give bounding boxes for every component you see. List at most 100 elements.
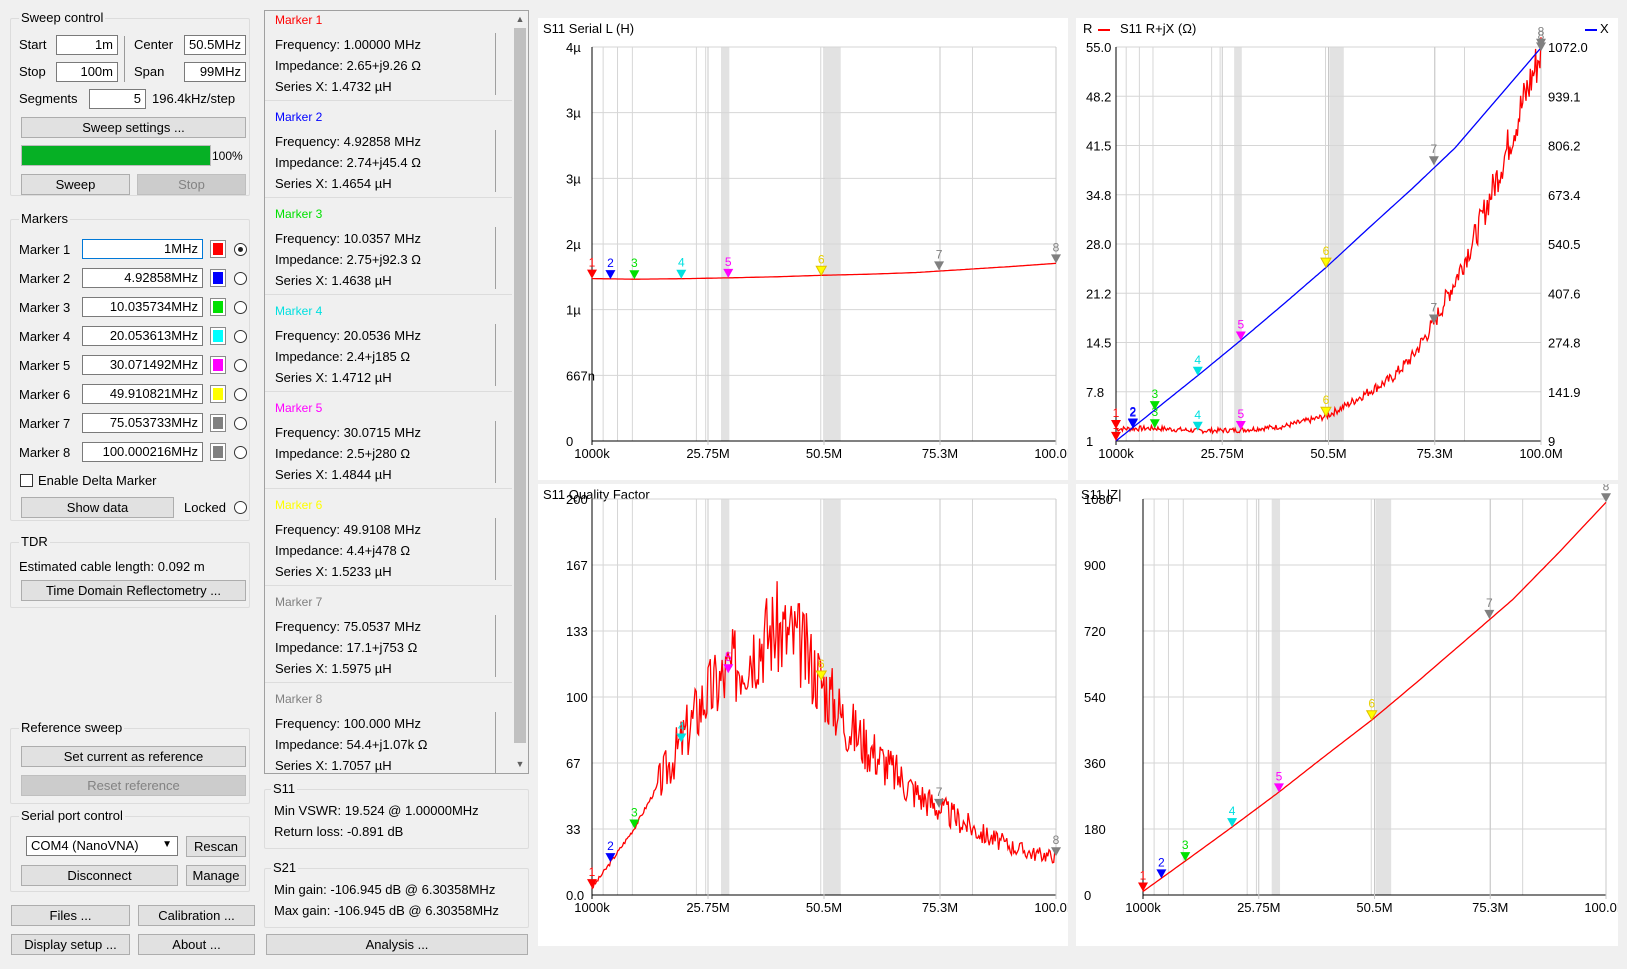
rjx-legend-x: X bbox=[1600, 21, 1609, 36]
marker-triangle bbox=[1320, 406, 1332, 418]
show-data-button[interactable]: Show data bbox=[21, 497, 174, 518]
sweep-button[interactable]: Sweep bbox=[21, 174, 130, 195]
port-select-value: COM4 (NanoVNA) bbox=[31, 838, 139, 853]
y-tick-label: 360 bbox=[1084, 756, 1106, 771]
segments-input[interactable]: 5 bbox=[89, 89, 146, 109]
y-tick-label: 33 bbox=[566, 822, 580, 837]
y-right-tick-label: 540.5 bbox=[1548, 237, 1581, 252]
center-input[interactable]: 50.5MHz bbox=[184, 35, 246, 55]
scrollbar-thumb[interactable] bbox=[514, 28, 526, 743]
marker-frequency-input[interactable]: 30.071492MHz bbox=[82, 355, 203, 375]
manage-button[interactable]: Manage bbox=[186, 865, 246, 886]
marker-color-swatch[interactable] bbox=[210, 414, 226, 432]
progress-text: 100% bbox=[212, 149, 243, 163]
impedance-magnitude-chart[interactable]: S11 |Z| 0 180 360 540 720 900 1080 1000k 25.75M 5… bbox=[1076, 484, 1618, 946]
marker-frequency-input[interactable]: 1MHz bbox=[82, 239, 203, 259]
marker-color-swatch[interactable] bbox=[210, 327, 226, 345]
sweep-control-group: Sweep control bbox=[10, 10, 250, 196]
impedance-magnitude-trace bbox=[1142, 501, 1607, 893]
calibration-button[interactable]: Calibration ... bbox=[138, 905, 255, 926]
serial-l-chart[interactable]: S11 Serial L (H) 0 667n 1µ 2µ 3µ 3µ 4µ 1000k 25.… bbox=[538, 18, 1068, 480]
marker-label: 8 bbox=[1538, 28, 1545, 42]
stop-button[interactable]: Stop bbox=[137, 174, 246, 195]
y-tick-label: 720 bbox=[1084, 624, 1106, 639]
marker-color-swatch[interactable] bbox=[210, 385, 226, 403]
marker-select-radio[interactable] bbox=[234, 330, 247, 343]
marker-triangle bbox=[815, 265, 828, 277]
marker-select-radio[interactable] bbox=[234, 243, 247, 256]
marker-color-swatch[interactable] bbox=[210, 443, 226, 461]
scroll-up-icon[interactable]: ▲ bbox=[515, 14, 525, 24]
vertical-scrollbar[interactable]: ▲ ▼ bbox=[512, 11, 528, 773]
marker-label: 5 bbox=[1237, 407, 1244, 421]
rescan-button[interactable]: Rescan bbox=[186, 836, 246, 857]
marker-triangle bbox=[934, 261, 945, 271]
display-setup-button[interactable]: Display setup ... bbox=[11, 934, 130, 955]
marker-label: 2 bbox=[607, 256, 614, 270]
reset-reference-button[interactable]: Reset reference bbox=[21, 775, 246, 796]
y-tick-label: 28.0 bbox=[1086, 237, 1111, 252]
sweep-progress-bar bbox=[21, 145, 211, 166]
marker-color-swatch[interactable] bbox=[210, 356, 226, 374]
scroll-down-icon[interactable]: ▼ bbox=[515, 759, 525, 769]
marker-detail-series-x: Series X: 1.4844 µH bbox=[275, 467, 392, 482]
marker-label: 7 bbox=[1431, 142, 1438, 156]
marker-detail-series-x: Series X: 1.4712 µH bbox=[275, 370, 392, 385]
sweep-settings-button[interactable]: Sweep settings ... bbox=[21, 117, 246, 138]
delta-marker-checkbox[interactable] bbox=[20, 474, 33, 487]
marker-detail-title: Marker 3 bbox=[275, 207, 323, 221]
marker-color-swatch[interactable] bbox=[210, 240, 226, 258]
marker-detail-impedance: Impedance: 17.1+j753 Ω bbox=[275, 640, 418, 655]
start-input[interactable]: 1m bbox=[56, 35, 118, 55]
port-select[interactable]: COM4 (NanoVNA) ▼ bbox=[26, 836, 178, 856]
marker-label: 2 bbox=[1130, 405, 1137, 419]
marker-select-radio[interactable] bbox=[234, 388, 247, 401]
tdr-button[interactable]: Time Domain Reflectometry ... bbox=[21, 580, 246, 601]
files-button[interactable]: Files ... bbox=[11, 905, 130, 926]
marker-detail-title: Marker 6 bbox=[275, 498, 323, 512]
marker-detail-card: Marker 7 Frequency: 75.0537 MHz Impedanc… bbox=[265, 593, 512, 683]
step-text: 196.4kHz/step bbox=[152, 91, 236, 106]
marker-triangle bbox=[723, 268, 734, 278]
x-tick-label: 75.3M bbox=[922, 900, 958, 915]
analysis-button[interactable]: Analysis ... bbox=[266, 934, 528, 955]
x-tick-label: 25.75M bbox=[1237, 900, 1280, 915]
marker-detail-divider bbox=[495, 518, 496, 580]
set-reference-button[interactable]: Set current as reference bbox=[21, 746, 246, 767]
marker-frequency-input[interactable]: 20.053613MHz bbox=[82, 326, 203, 346]
locked-radio[interactable] bbox=[234, 501, 247, 514]
marker-detail-frequency: Frequency: 75.0537 MHz bbox=[275, 619, 421, 634]
marker-detail-impedance: Impedance: 2.65+j9.26 Ω bbox=[275, 58, 421, 73]
reference-group: Reference sweep bbox=[10, 720, 250, 804]
marker-frequency-input[interactable]: 10.035734MHz bbox=[82, 297, 203, 317]
marker-color-swatch[interactable] bbox=[210, 298, 226, 316]
rjx-legend-r-line bbox=[1098, 29, 1110, 31]
quality-factor-chart[interactable]: S11 Quality Factor 0.0 33 67 100 133 167 200 10… bbox=[538, 484, 1068, 946]
marker-detail-frequency: Frequency: 10.0357 MHz bbox=[275, 231, 421, 246]
marker-select-radio[interactable] bbox=[234, 446, 247, 459]
marker-frequency-input[interactable]: 4.92858MHz bbox=[82, 268, 203, 288]
span-input[interactable]: 99MHz bbox=[184, 62, 246, 82]
quality-factor-chart-title: S11 Quality Factor bbox=[543, 487, 650, 502]
marker-select-radio[interactable] bbox=[234, 301, 247, 314]
marker-select-radio[interactable] bbox=[234, 359, 247, 372]
stop-input[interactable]: 100m bbox=[56, 62, 118, 82]
disconnect-button[interactable]: Disconnect bbox=[21, 865, 178, 886]
marker-detail-divider bbox=[495, 615, 496, 677]
marker-triangle bbox=[1149, 419, 1160, 429]
marker-frequency-input[interactable]: 49.910821MHz bbox=[82, 384, 203, 404]
marker-frequency-input[interactable]: 100.000216MHz bbox=[82, 442, 203, 462]
about-button[interactable]: About ... bbox=[138, 934, 255, 955]
marker-select-radio[interactable] bbox=[234, 417, 247, 430]
y-right-tick-label: 806.2 bbox=[1548, 139, 1581, 154]
rjx-chart[interactable]: R S11 R+jX (Ω) X 1 7.8 14.5 21.2 28.0 34.8 41.… bbox=[1076, 18, 1618, 480]
marker-detail-divider bbox=[495, 421, 496, 483]
impedance-magnitude-chart-title: S11 |Z| bbox=[1081, 487, 1122, 502]
marker-select-radio[interactable] bbox=[234, 272, 247, 285]
tdr-group: TDR bbox=[10, 534, 250, 608]
marker-color-swatch[interactable] bbox=[210, 269, 226, 287]
marker-triangle bbox=[676, 733, 687, 743]
y-tick-label: 1080 bbox=[1084, 492, 1113, 507]
y-tick-label: 2µ bbox=[566, 237, 581, 252]
marker-frequency-input[interactable]: 75.053733MHz bbox=[82, 413, 203, 433]
